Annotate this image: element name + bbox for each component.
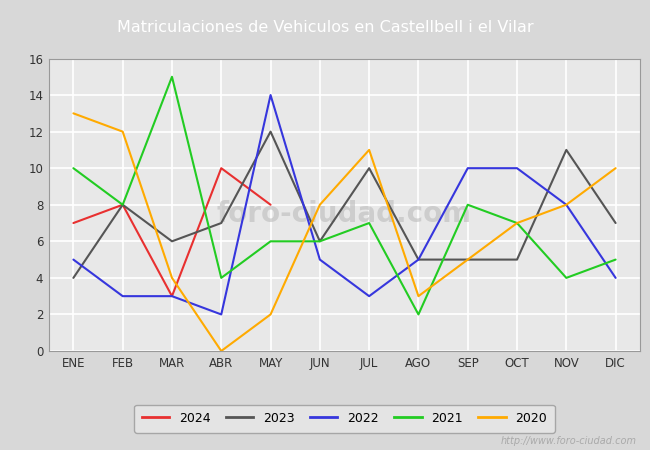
Text: http://www.foro-ciudad.com: http://www.foro-ciudad.com [501, 436, 637, 446]
Text: Matriculaciones de Vehiculos en Castellbell i el Vilar: Matriculaciones de Vehiculos en Castellb… [117, 19, 533, 35]
Legend: 2024, 2023, 2022, 2021, 2020: 2024, 2023, 2022, 2021, 2020 [134, 405, 555, 432]
Text: foro-ciudad.com: foro-ciudad.com [217, 199, 472, 228]
